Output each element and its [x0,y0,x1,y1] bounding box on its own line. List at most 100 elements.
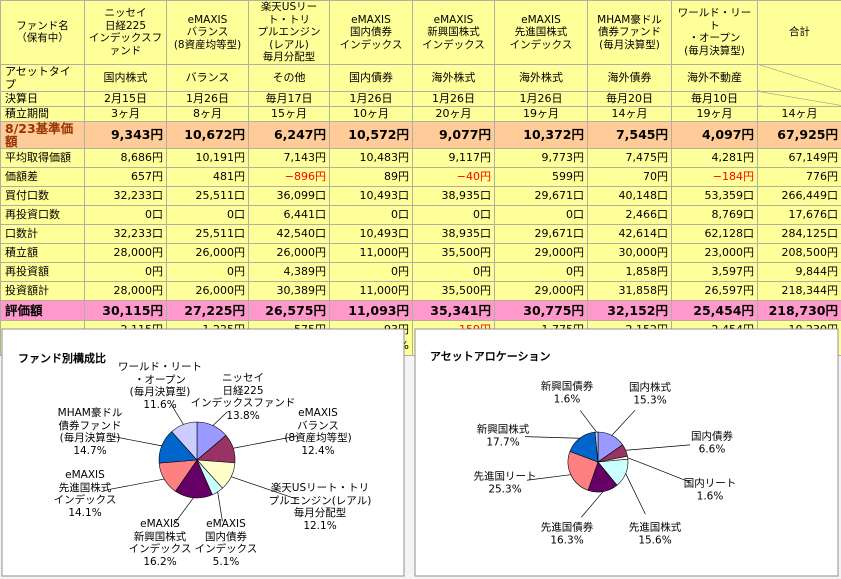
slice-label: 先進国リート 25.3% [474,471,537,496]
cell: 11,093円 [329,299,413,321]
cell: 67,149円 [757,147,841,168]
slice-label: 楽天USリート・トリ プルエンジン(レアル) 毎月分配型 12.1% [269,482,372,532]
cell: 6,247円 [248,120,330,149]
cell: 36,099口 [248,185,330,206]
cell: 27,225円 [166,299,249,321]
slice-name: 国内債券 [691,430,733,443]
cell: 10,672円 [166,120,249,149]
cell: 25,511口 [166,223,249,244]
cell: 10,493口 [329,223,413,244]
row-label: 積立額 [0,242,85,263]
table-row: 決算日 2月15日 1月26日 毎月17日 1月26日 1月26日 1月26日 毎月20日 毎月… [0,90,841,107]
pie-slice [171,421,198,461]
table-row: 8/23基準価額 9,343円 10,672円 6,247円 10,572円 9,077円… [0,120,841,149]
cell: 26,000円 [248,242,330,263]
slice-label: ニッセイ 日経225 インデックスファンド 13.8% [191,372,296,422]
chart-title: アセットアロケーション [430,350,551,363]
cell: その他 [248,63,330,92]
slice-value: 13.8% [226,409,260,422]
slice-name: 新興国株式 [476,423,530,436]
cell: 10,372円 [494,120,588,149]
cell: 266,449口 [757,185,841,206]
leader-line [212,411,228,426]
slice-value: 25.3% [488,483,522,495]
cell: 毎月17日 [248,90,330,107]
slice-value: 15.6% [638,534,672,546]
cell: 海外不動産 [671,63,758,92]
fund-table: ファンド名 （保有中） ニッセイ 日経225 インデックスファンド eMAXIS バ… [0,0,841,356]
slice-label: 新興国株式 17.7% [477,424,530,449]
slice-name: MHAM豪ドル 債券ファンド (毎月決算型) [57,407,123,444]
slice-name: eMAXIS バランス (8資産均等型) [284,407,352,444]
cell: 25,454円 [671,299,758,321]
cell: 26,597円 [671,280,758,301]
cell: 4,389円 [248,261,330,282]
slice-name: ワールド・リート ・オープン (毎月決算型) [118,361,202,398]
slice-value: 6.6% [698,443,726,455]
cell: 11,000円 [329,242,413,263]
cell: 30,000円 [587,242,672,263]
slice-name: eMAXIS 国内債券 インデックス [194,518,258,555]
header-cell: eMAXIS バランス (8資産均等型) [166,0,249,65]
slice-label: 国内債券 6.6% [691,431,733,456]
leader-line [611,409,636,436]
cell: 32,233口 [84,185,167,206]
slice-name: 楽天USリート・トリ プルエンジン(レアル) 毎月分配型 [268,482,372,519]
slice-name: 国内リート [683,477,737,490]
row-label: 口数計 [0,223,85,244]
slice-label: eMAXIS 新興国株式 インデックス 16.2% [129,518,192,568]
leader-line [625,444,691,451]
slice-name: eMAXIS 新興国株式 インデックス [128,518,192,555]
cell: 23,000円 [671,242,758,263]
table-row: 投資額計 28,000円 26,000円 30,389円 11,000円 35,500円 2… [0,280,841,301]
cell: 10,191円 [166,147,249,168]
chart-title: ファンド別構成比 [18,352,106,365]
slice-value: 16.3% [550,534,584,546]
table-row: 口数計 32,233口 25,511口 42,540口 10,493口 38,935口 29… [0,223,841,244]
slice-name: ニッセイ 日経225 インデックスファンド [190,372,296,409]
header-cell: ファンド名 （保有中） [0,0,85,65]
leader-line [625,473,646,515]
slice-value: 14.7% [73,444,107,457]
cell: 25,511口 [166,185,249,206]
slice-name: 先進国リート [473,470,537,483]
cell: 42,540口 [248,223,330,244]
table-row: 積立額 28,000円 26,000円 26,000円 11,000円 35,500円 29… [0,242,841,263]
cell: 9,343円 [84,120,167,149]
leader-line [580,491,604,518]
cell: 国内株式 [84,63,167,92]
cell: 30,775円 [494,299,588,321]
leader-line [231,476,300,501]
slice-label: eMAXIS バランス (8資産均等型) 12.4% [284,407,351,457]
cell: 1月26日 [166,90,249,107]
leader-line [526,474,571,481]
cell: 2,466口 [587,204,672,225]
slice-label: 国内リート 1.6% [684,478,737,503]
cell: 4,281円 [671,147,758,168]
cell: 7,475円 [587,147,672,168]
header-row: ファンド名 （保有中） ニッセイ 日経225 インデックスファンド eMAXIS バ… [0,0,841,65]
leader-line [579,410,597,433]
header-cell: eMAXIS 国内債券 インデックス [329,0,413,65]
row-label: 買付口数 [0,185,85,206]
slice-value: 12.1% [303,519,337,532]
cell: 15ヶ月 [248,105,330,122]
slice-label: eMAXIS 先進国株式 インデックス 14.1% [54,469,117,519]
cell: 62,128口 [671,223,758,244]
slice-label: ワールド・リート ・オープン (毎月決算型) 11.6% [118,361,202,411]
slice-name: eMAXIS 先進国株式 インデックス [53,469,117,506]
leader-line [627,457,690,483]
leader-line [524,436,580,439]
slice-value: 1.6% [696,490,724,502]
header-cell: eMAXIS 新興国株式 インデックス [412,0,495,65]
leader-line [111,435,162,447]
cell: 38,935口 [412,185,495,206]
header-cell: 合計 [757,0,841,65]
cell: 10,572円 [329,120,413,149]
leader-line [106,478,165,491]
slice-value: 14.1% [68,506,102,519]
table-row: アセットタイプ 国内株式 バランス その他 国内債券 海外株式 海外株式 海外債券 海外不動産 [0,63,841,92]
header-cell: 楽天USリート・トリ プルエンジン(レアル) 毎月分配型 [248,0,330,65]
